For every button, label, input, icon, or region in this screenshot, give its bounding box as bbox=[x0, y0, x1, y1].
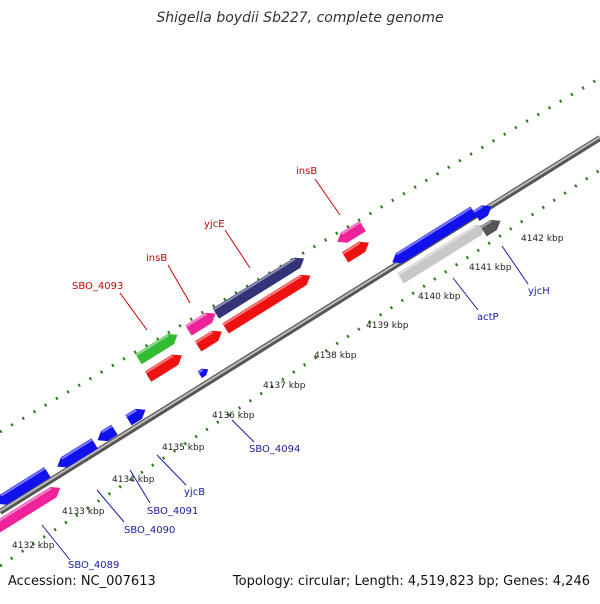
tick-label-4137: 4137 kbp bbox=[263, 381, 306, 391]
gene-blue-small-highlight bbox=[473, 205, 484, 213]
leader-line-yjch bbox=[501, 245, 529, 285]
gene-red-1 bbox=[144, 354, 182, 382]
leader-line-sbo4093 bbox=[119, 292, 148, 331]
gene-label-actp: actP bbox=[477, 312, 499, 323]
gene-blue-4089 bbox=[0, 467, 51, 505]
feature-track bbox=[0, 205, 501, 533]
tick-label-4132: 4132 kbp bbox=[12, 541, 55, 551]
gene-red-3-highlight bbox=[222, 275, 302, 326]
tick-label-4142: 4142 kbp bbox=[521, 234, 564, 244]
leader-line-sbo4094 bbox=[231, 419, 255, 443]
tick-label-4140: 4140 kbp bbox=[418, 292, 461, 302]
tick-label-4133: 4133 kbp bbox=[62, 507, 105, 517]
gene-label-yjch: yjcH bbox=[528, 286, 550, 297]
leader-line-yjce bbox=[224, 229, 251, 269]
gene-blue-large bbox=[392, 206, 477, 264]
gene-sbo4093-green bbox=[135, 334, 178, 365]
gene-sbo4093-green-highlight bbox=[135, 334, 169, 357]
gene-pink-4089 bbox=[0, 487, 61, 533]
tick-labels: 4132 kbp 4133 kbp 4134 kbp 4135 kbp 4136… bbox=[12, 234, 564, 551]
gene-blue-4090-highlight bbox=[61, 438, 93, 460]
gene-red-2 bbox=[194, 330, 222, 352]
gene-insb-pink-1-highlight bbox=[185, 313, 207, 328]
gene-label-sbo4090: SBO_4090 bbox=[124, 525, 175, 536]
gene-insb-pink-2 bbox=[337, 221, 366, 243]
gene-insb-pink-2-highlight bbox=[341, 221, 361, 235]
gene-label-yjcb: yjcB bbox=[184, 487, 205, 498]
tick-label-4136: 4136 kbp bbox=[212, 411, 255, 421]
tick-label-4141: 4141 kbp bbox=[469, 263, 512, 273]
outer-dotted-track bbox=[0, 76, 600, 434]
gene-sbo4094-blue bbox=[125, 408, 146, 426]
tick-label-4138: 4138 kbp bbox=[314, 351, 357, 361]
gene-blue-4092 bbox=[97, 424, 118, 442]
tick-label-4135: 4135 kbp bbox=[162, 443, 205, 453]
gene-blue-large-highlight bbox=[396, 206, 472, 256]
gene-sbo4094-blue-highlight bbox=[125, 409, 137, 418]
gene-blue-tiny-highlight bbox=[197, 369, 204, 374]
gene-actp-silver-highlight bbox=[397, 225, 477, 276]
gene-red-2-highlight bbox=[195, 331, 214, 344]
genome-summary-text: Topology: circular; Length: 4,519,823 bp… bbox=[232, 574, 590, 589]
accession-text: Accession: NC_007613 bbox=[8, 574, 156, 589]
leader-line-sbo4091 bbox=[129, 469, 151, 504]
gene-yjce-navy-highlight bbox=[212, 258, 296, 311]
leader-line-insb-2 bbox=[314, 178, 341, 216]
page-title: Shigella boydii Sb227, complete genome bbox=[156, 10, 444, 26]
gene-label-insb-1: insB bbox=[146, 253, 167, 264]
gene-label-insb-2: insB bbox=[296, 166, 317, 177]
leader-line-sbo4089 bbox=[41, 524, 71, 561]
genome-backbone-highlight bbox=[0, 136, 600, 512]
tick-label-4139: 4139 kbp bbox=[366, 321, 409, 331]
leader-line-insb-1 bbox=[167, 264, 191, 304]
gene-red-1-highlight bbox=[145, 354, 174, 374]
gene-label-sbo4089: SBO_4089 bbox=[68, 560, 119, 571]
gene-blue-4090 bbox=[57, 438, 98, 468]
gene-red-3 bbox=[222, 274, 311, 334]
gene-pink-4089-highlight bbox=[0, 487, 52, 522]
gene-yjch-grey bbox=[480, 219, 501, 237]
tick-label-4134: 4134 kbp bbox=[112, 475, 155, 485]
leader-line-actp bbox=[452, 277, 479, 311]
gene-blue-small bbox=[473, 205, 492, 221]
gene-actp-silver bbox=[397, 224, 486, 284]
gene-red-4-highlight bbox=[342, 242, 361, 255]
gene-label-sbo4091: SBO_4091 bbox=[147, 506, 198, 517]
gene-label-yjce: yjcE bbox=[204, 219, 225, 230]
gene-yjch-grey-highlight bbox=[480, 220, 492, 229]
gene-yjce-navy bbox=[212, 257, 305, 319]
gene-insb-pink-1 bbox=[185, 312, 216, 336]
gene-blue-4092-highlight bbox=[101, 425, 113, 434]
gene-label-sbo4094: SBO_4094 bbox=[249, 444, 300, 455]
gene-blue-4089-highlight bbox=[0, 467, 46, 497]
inner-dotted-track bbox=[0, 168, 600, 568]
gene-blue-tiny bbox=[197, 368, 209, 378]
gene-red-4 bbox=[341, 241, 369, 263]
gene-label-sbo4093: SBO_4093 bbox=[72, 281, 123, 292]
leader-line-sbo4090 bbox=[96, 489, 125, 523]
leader-line-yjcb bbox=[156, 454, 187, 486]
